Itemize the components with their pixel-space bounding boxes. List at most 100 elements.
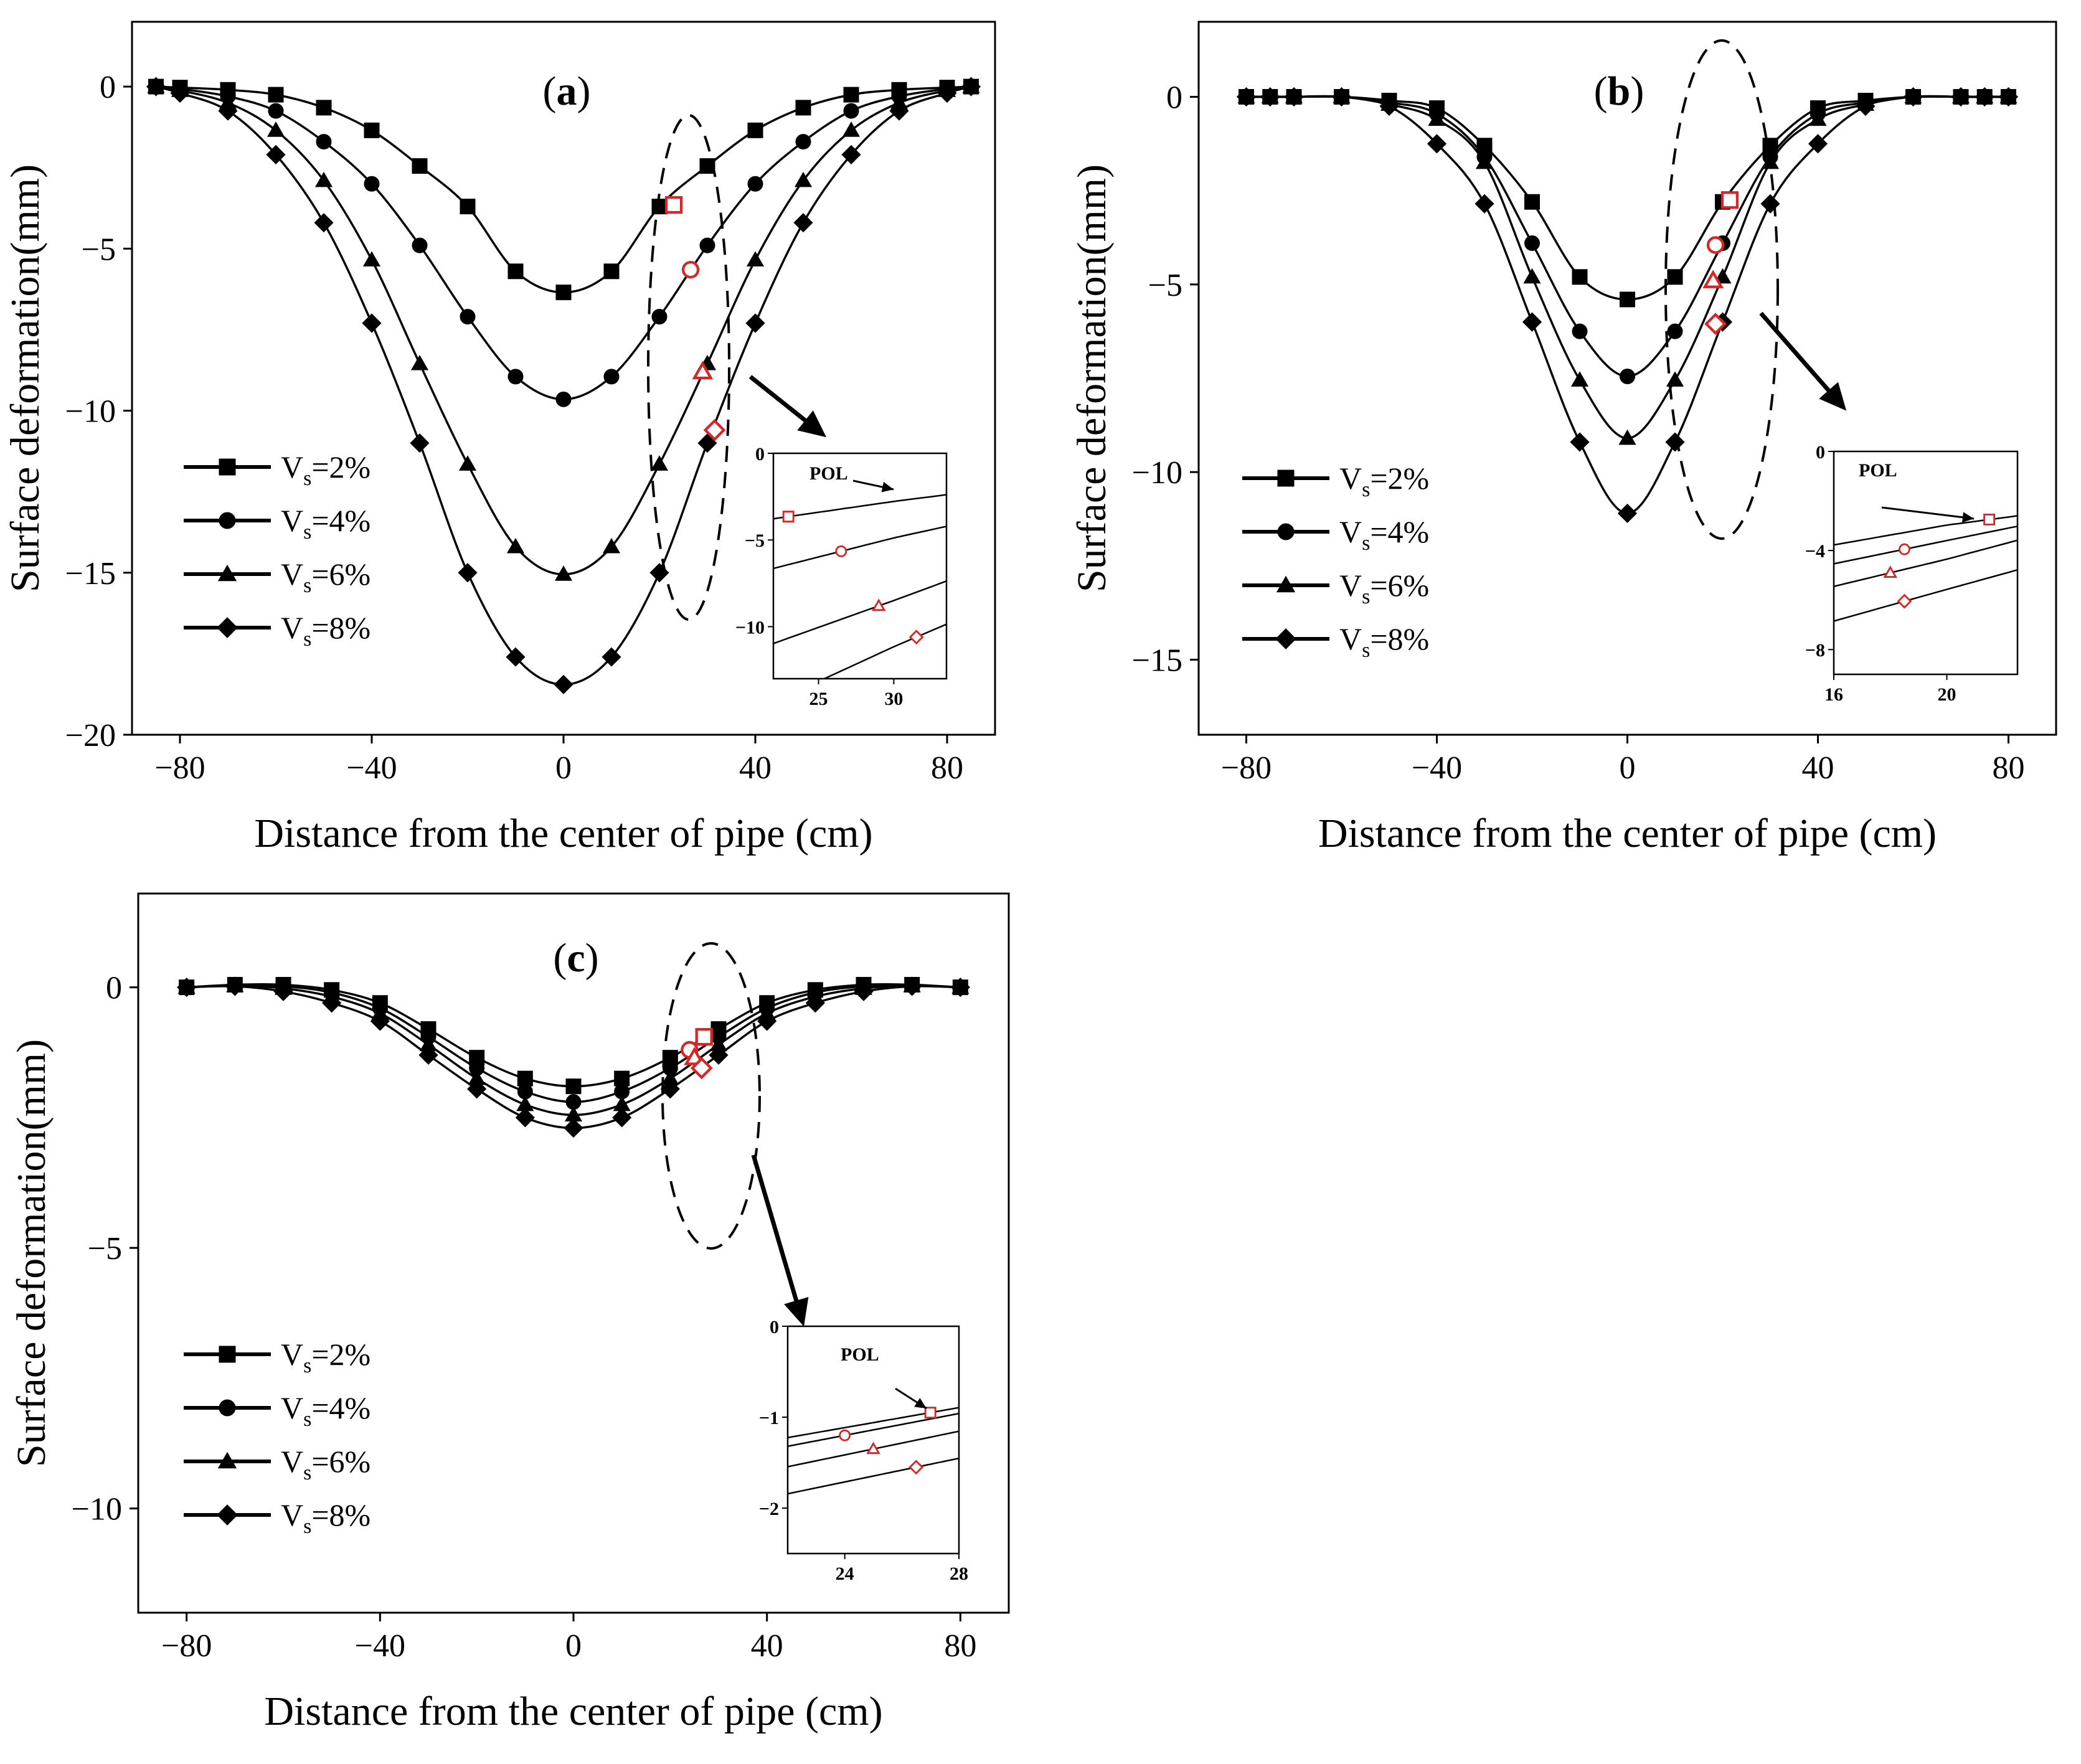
legend-diamond-marker — [217, 617, 238, 638]
legend-label-value: =6% — [311, 557, 370, 592]
diamond-marker — [1951, 87, 1971, 107]
y-tick-label: −15 — [1132, 643, 1182, 678]
inset-arrow-head — [1962, 512, 1974, 523]
y-tick-label: −20 — [65, 718, 116, 753]
inset: 25 30 0 −5 −10 POL — [735, 444, 948, 709]
panel-label: (a) — [543, 68, 591, 114]
panel-label-close: ) — [577, 68, 591, 114]
y-tick-label: −5 — [88, 1231, 122, 1266]
inset-title: POL — [1859, 460, 1897, 481]
square-marker — [565, 1078, 582, 1095]
diamond-marker — [612, 1108, 632, 1128]
x-tick-label: 40 — [751, 1628, 783, 1664]
diamond-marker — [950, 978, 970, 998]
diamond-marker — [841, 144, 861, 164]
legend-item-circle: Vs=4% — [184, 503, 370, 544]
legend-diamond-marker — [1275, 628, 1296, 649]
highlight-ellipse — [1664, 39, 1779, 540]
diamond-marker — [1570, 432, 1590, 452]
square-marker — [1667, 269, 1683, 285]
legend-label-subscript: s — [1362, 532, 1370, 555]
diamond-marker — [902, 976, 922, 996]
circle-marker — [555, 391, 572, 407]
diamond-marker — [709, 1045, 729, 1065]
inset-title: POL — [841, 1344, 879, 1365]
pol-triangle-marker — [692, 361, 714, 380]
legend-label-subscript: s — [303, 628, 311, 651]
legend-square-marker — [1277, 469, 1295, 487]
series-circle — [148, 78, 979, 407]
inset-pol-circle-marker — [839, 1429, 851, 1441]
triangle-marker — [267, 121, 285, 137]
inset-series-line — [788, 1412, 959, 1447]
legend-label-value: =4% — [311, 503, 370, 538]
diamond-marker — [1760, 194, 1780, 214]
triangle-marker — [362, 251, 381, 266]
triangle-marker — [1428, 110, 1446, 126]
y-tick-label: −5 — [82, 232, 116, 267]
pol-diamond-marker — [690, 1057, 713, 1080]
inset-pol-diamond-marker — [908, 1460, 924, 1475]
x-tick-label: −40 — [355, 1628, 405, 1664]
series-square — [1239, 89, 2016, 308]
square-marker — [1620, 291, 1635, 308]
series-line — [1246, 95, 2009, 440]
square-marker — [1572, 269, 1588, 285]
square-marker — [517, 1070, 533, 1087]
inset-curves — [788, 1407, 959, 1495]
x-tick-label: 0 — [565, 1628, 582, 1664]
inset-y-tick-label: −4 — [1805, 541, 1825, 562]
diamond-marker — [660, 1079, 680, 1099]
triangle-marker — [1570, 371, 1589, 387]
highlight-ellipse — [661, 942, 761, 1250]
inset-x-tick-label: 20 — [1938, 684, 1956, 705]
pol-diamond-marker — [1704, 313, 1727, 336]
inset-y-tick-label: −5 — [745, 531, 765, 551]
diamond-marker — [1522, 312, 1542, 332]
inset-pol-square-marker — [924, 1407, 937, 1419]
diamond-marker — [793, 213, 813, 233]
series-line — [186, 983, 961, 1088]
circle-marker — [699, 237, 715, 253]
inset-pol-square-marker — [1983, 513, 1996, 526]
diamond-marker — [1427, 134, 1447, 154]
legend-item-square: Vs=2% — [184, 450, 370, 490]
inset-series-line — [1834, 539, 2017, 588]
diamond-marker — [362, 313, 382, 333]
x-axis-title: Distance from the center of pipe (cm) — [254, 811, 872, 856]
inset-series-line — [773, 526, 946, 570]
circle-marker — [364, 176, 380, 192]
square-marker — [412, 158, 428, 174]
legend-item-triangle: Vs=6% — [1242, 568, 1429, 608]
legend-triangle-marker — [1276, 575, 1296, 593]
series-line — [1246, 95, 2009, 301]
diamond-marker — [564, 1118, 583, 1138]
inset-series-line — [773, 580, 946, 644]
triangle-marker — [554, 565, 573, 581]
x-tick-label: −80 — [154, 750, 205, 786]
square-marker — [460, 199, 476, 215]
pol-triangle-marker — [1702, 270, 1724, 288]
y-tick-label: −15 — [65, 556, 116, 592]
series-line — [1246, 95, 2009, 378]
legend-item-diamond: Vs=8% — [184, 1498, 370, 1538]
pointer-arrow-line — [1759, 311, 1842, 405]
square-marker — [555, 285, 572, 301]
legend-item-circle: Vs=4% — [1242, 514, 1429, 555]
triangle-marker — [650, 455, 669, 471]
inset-x-tick-label: 28 — [950, 1564, 968, 1584]
inset-series-line — [788, 1407, 959, 1439]
legend-item-diamond: Vs=8% — [184, 610, 370, 651]
panel-label-close: ) — [585, 935, 599, 981]
diamond-marker — [1236, 87, 1257, 107]
legend-label: Vs=2% — [281, 1337, 370, 1377]
pol-diamond-marker — [703, 418, 726, 441]
diamond-marker — [515, 1108, 535, 1128]
inset-series-line — [1834, 568, 2017, 622]
triangle-marker — [458, 455, 477, 471]
diamond-marker — [1284, 87, 1304, 107]
triangle-marker — [1809, 110, 1827, 126]
pol-square-marker — [664, 196, 683, 214]
